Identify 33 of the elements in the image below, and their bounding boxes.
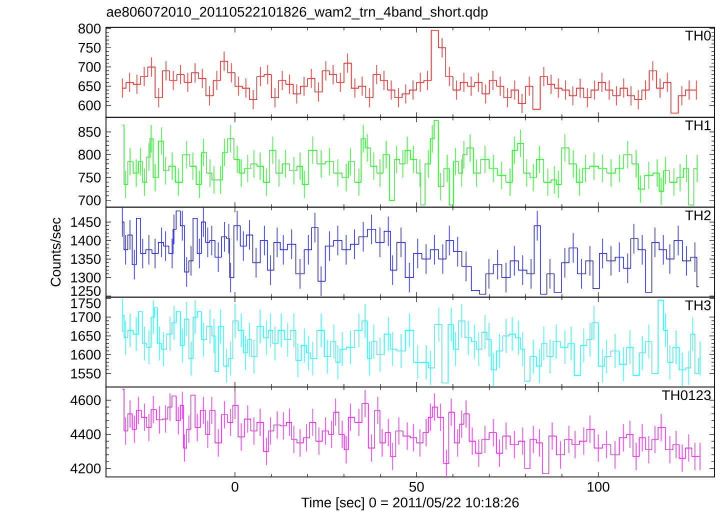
y-tick-label: 4600	[70, 395, 101, 406]
y-tick-label: 1700	[71, 312, 101, 322]
y-tick-label: 4200	[70, 464, 101, 474]
chart-title: ae806072010_20110522101826_wam2_trn_4band_short.qdp	[106, 6, 488, 20]
y-tick-label: 700	[78, 62, 101, 72]
x-tick-label: 50	[409, 482, 424, 492]
y-tick-label: 4400	[70, 429, 101, 440]
y-tick-label: 1250	[71, 286, 101, 296]
y-tick-label: 1450	[71, 217, 101, 227]
text: TH0	[685, 30, 711, 40]
y-tick-label: 1650	[71, 330, 101, 341]
x-tick-label: 0	[232, 482, 238, 492]
series-label: TH3	[685, 300, 711, 310]
y-tick-label: 750	[78, 172, 101, 182]
y-tick-label: 1550	[71, 368, 101, 378]
y-tick-label: 750	[78, 42, 101, 53]
x-axis-title: Time [sec] 0 = 2011/05/22 10:18:26	[301, 497, 519, 510]
y-tick-label: 1600	[71, 350, 101, 360]
y-tick-label: 800	[78, 150, 101, 160]
y-tick-label: 600	[78, 100, 101, 110]
y-axis-title: Counts/sec	[50, 218, 61, 286]
y-tick-label: 850	[78, 126, 101, 137]
y-tick-label: 1750	[71, 298, 101, 308]
y-tick-label: 650	[78, 81, 101, 92]
x-tick-label: 100	[588, 482, 610, 492]
series-label: TH0123	[662, 390, 711, 400]
y-tick-label: 700	[78, 195, 101, 206]
y-tick-label: 1350	[71, 254, 101, 264]
y-tick-label: 1400	[71, 236, 101, 246]
y-tick-label: 800	[78, 24, 101, 34]
y-tick-label: 1300	[71, 272, 101, 282]
series-label: TH2	[685, 210, 711, 220]
text: TH1	[685, 120, 711, 130]
